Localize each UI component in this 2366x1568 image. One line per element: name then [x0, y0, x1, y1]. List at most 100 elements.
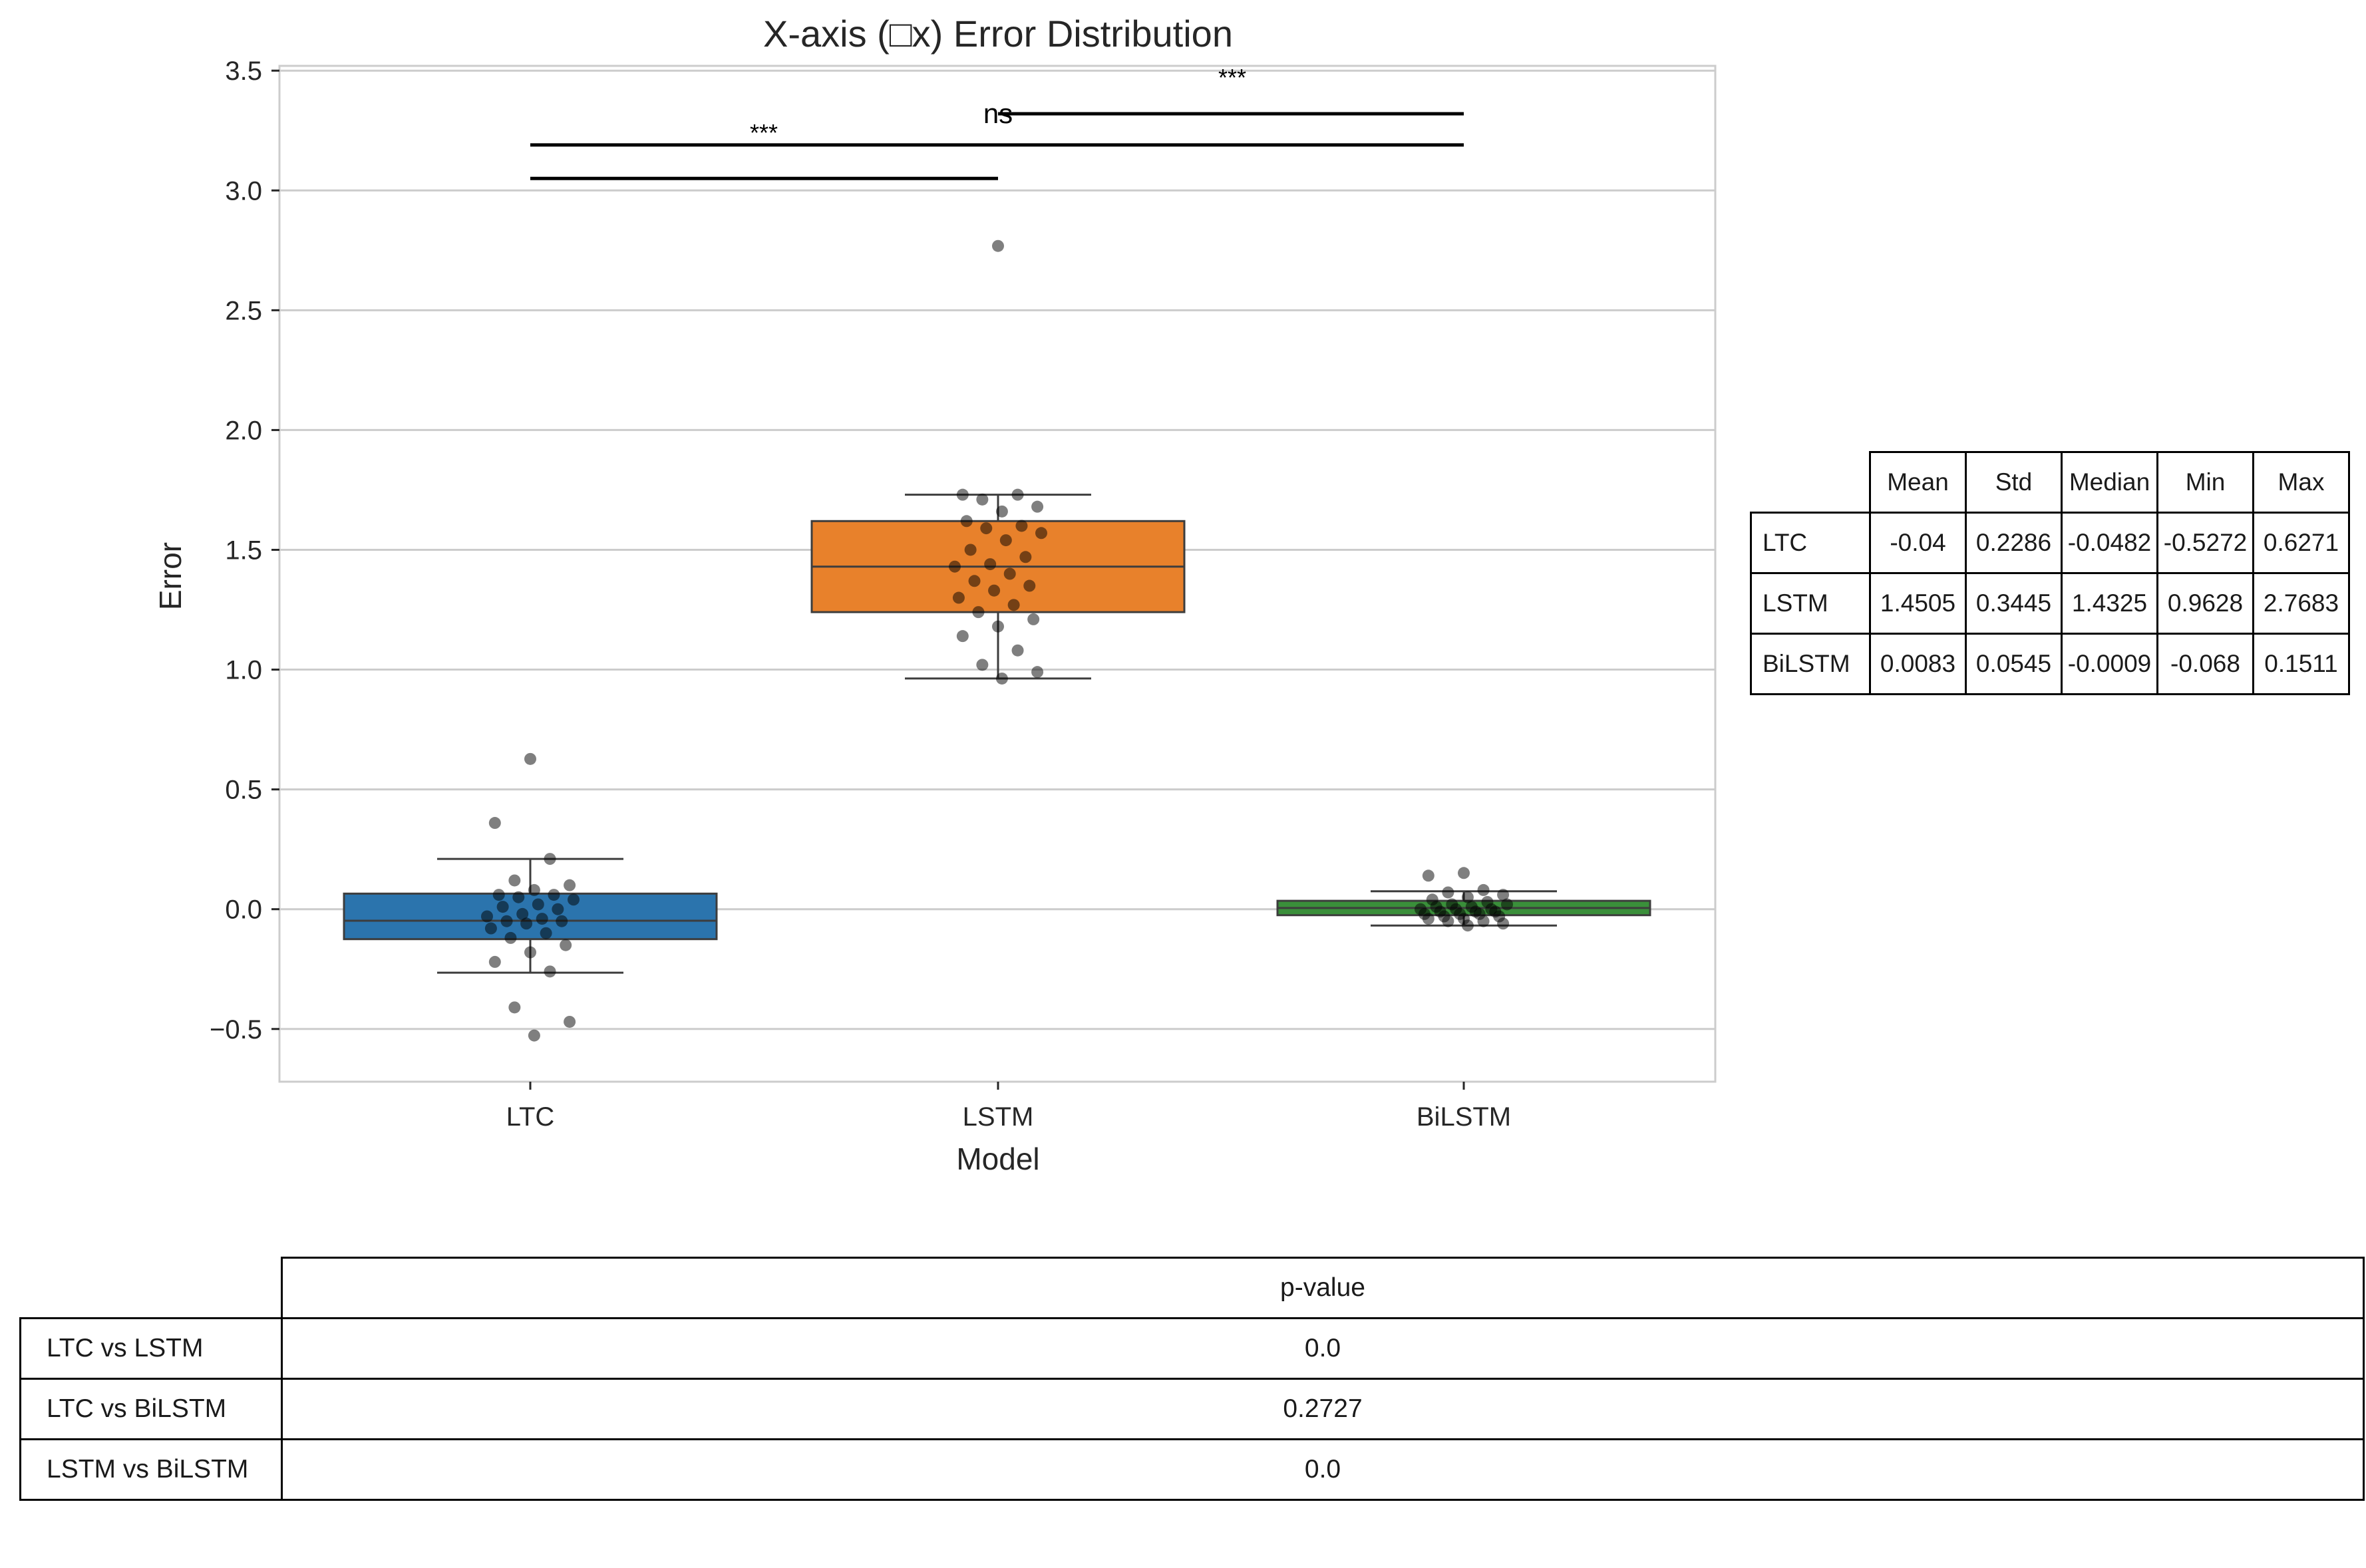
pvalue-header-row: p-value: [20, 1257, 2365, 1319]
stats-cell: 1.4505: [1869, 572, 1967, 635]
stats-cell: 0.9628: [2156, 572, 2254, 635]
data-point-ltc: [552, 903, 564, 915]
data-point-lstm: [964, 544, 977, 556]
data-point-ltc: [528, 1029, 540, 1042]
data-point-ltc: [548, 889, 560, 901]
data-point-ltc: [492, 889, 505, 901]
data-point-ltc: [520, 917, 533, 930]
data-point-lstm: [956, 488, 969, 501]
data-point-ltc: [488, 955, 501, 968]
data-point-lstm: [999, 534, 1012, 547]
data-point-bilstm: [1461, 919, 1474, 932]
data-point-ltc: [524, 752, 536, 765]
stats-cell: -0.068: [2156, 633, 2254, 695]
data-point-ltc: [496, 901, 509, 913]
data-point-ltc: [556, 915, 568, 927]
stats-cell: -0.0482: [2061, 512, 2158, 574]
data-point-bilstm: [1497, 917, 1510, 930]
data-point-ltc: [528, 883, 540, 896]
data-point-ltc: [504, 931, 517, 944]
data-point-lstm: [980, 522, 993, 535]
data-point-ltc: [544, 965, 556, 978]
data-point-bilstm: [1422, 913, 1435, 925]
stats-col-header-std: Std: [1965, 451, 2063, 514]
data-point-ltc: [544, 853, 556, 865]
stats-cell: 0.3445: [1965, 572, 2063, 635]
data-point-bilstm: [1477, 915, 1490, 927]
data-point-bilstm: [1461, 891, 1474, 903]
y-tick-label: 1.5: [225, 536, 262, 565]
data-point-ltc: [564, 1015, 576, 1028]
data-point-ltc: [508, 874, 521, 887]
data-point-lstm: [1023, 579, 1036, 592]
data-point-bilstm: [1442, 915, 1454, 927]
pvalue-cell: 0.2727: [281, 1378, 2365, 1440]
data-point-ltc: [532, 898, 544, 911]
data-point-lstm: [992, 620, 1004, 633]
x-tick-label: BiLSTM: [1417, 1102, 1511, 1132]
box-layer: [343, 494, 1651, 974]
point-layer: [481, 239, 1513, 1042]
data-point-lstm: [968, 575, 981, 587]
x-axis-label: Model: [956, 1142, 1039, 1176]
data-point-lstm: [952, 591, 965, 604]
stats-cell: 0.0545: [1965, 633, 2063, 695]
stats-cell: -0.5272: [2156, 512, 2254, 574]
pvalue-row-label: LTC vs LSTM: [19, 1317, 283, 1380]
y-tick-label: −0.5: [210, 1015, 262, 1044]
pvalue-row: LTC vs LSTM 0.0: [19, 1317, 2365, 1380]
stats-row-label: LTC: [1750, 512, 1871, 574]
stats-row-lstm: LSTM 1.4505 0.3445 1.4325 0.9628 2.7683: [1750, 572, 2350, 635]
y-tick-label: 0.0: [225, 895, 262, 925]
stats-row-label: LSTM: [1750, 572, 1871, 635]
data-point-bilstm: [1477, 883, 1490, 896]
data-point-lstm: [976, 493, 989, 506]
chart-title: X-axis (□x) Error Distribution: [763, 13, 1233, 55]
data-point-ltc: [524, 946, 536, 959]
data-point-bilstm: [1442, 886, 1454, 899]
data-point-lstm: [960, 515, 973, 528]
stats-cell: 2.7683: [2252, 572, 2350, 635]
y-axis-label: Error: [153, 542, 188, 610]
pvalue-corner-cell: [20, 1257, 283, 1319]
y-tick-label: 2.0: [225, 416, 262, 445]
pvalue-table: p-value LTC vs LSTM 0.0 LTC vs BiLSTM 0.…: [19, 1257, 2365, 1501]
data-point-ltc: [488, 817, 501, 830]
data-point-lstm: [976, 659, 989, 671]
pvalue-cell: 0.0: [281, 1317, 2365, 1380]
stats-cell: 0.6271: [2252, 512, 2350, 574]
significance-layer: *** *** ns: [530, 64, 1464, 180]
data-point-lstm: [1027, 613, 1040, 625]
stats-col-header-mean: Mean: [1869, 451, 1967, 514]
data-point-ltc: [516, 907, 529, 920]
stats-cell: 0.2286: [1965, 512, 2063, 574]
data-point-lstm: [1031, 500, 1044, 513]
significance-annotation: ns: [983, 98, 1013, 129]
y-tick-label: 1.0: [225, 656, 262, 685]
pvalue-row-label: LSTM vs BiLSTM: [19, 1438, 283, 1501]
data-point-lstm: [949, 560, 961, 573]
data-point-ltc: [484, 922, 497, 935]
data-point-lstm: [984, 558, 997, 571]
y-tick-label: 3.0: [225, 176, 262, 206]
data-point-lstm: [992, 239, 1004, 252]
x-tick-label: LSTM: [963, 1102, 1034, 1132]
data-point-lstm: [1003, 567, 1016, 580]
stats-cell: -0.04: [1869, 512, 1967, 574]
stats-cell: 1.4325: [2061, 572, 2158, 635]
data-point-lstm: [995, 505, 1008, 518]
data-point-lstm: [1007, 599, 1020, 611]
data-point-lstm: [1015, 520, 1028, 532]
stats-col-header-median: Median: [2061, 451, 2158, 514]
axis-layer: −0.5 0.0 0.5 1.0 1.5 2.0 2.5 3.0 3.5 LTC LSTM BiLST…: [210, 57, 1511, 1132]
data-point-lstm: [1011, 644, 1024, 657]
data-point-lstm: [972, 606, 985, 619]
pvalue-col-header: p-value: [281, 1257, 2365, 1319]
data-point-ltc: [500, 915, 513, 927]
stats-cell: -0.0009: [2061, 633, 2158, 695]
data-point-lstm: [1031, 666, 1044, 679]
stats-corner-cell: [1751, 452, 1871, 514]
data-point-lstm: [995, 672, 1008, 685]
data-point-ltc: [481, 910, 493, 923]
